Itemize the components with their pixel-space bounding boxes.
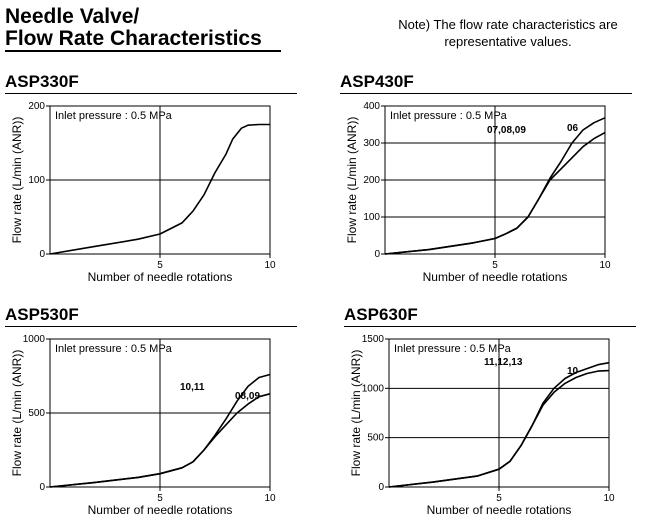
y-tick-label: 1500	[362, 334, 385, 345]
y-axis-label: Flow rate (L/min (ANR))	[345, 117, 359, 244]
series-label: 06	[567, 123, 579, 134]
y-axis-label: Flow rate (L/min (ANR))	[349, 350, 363, 477]
series-line	[49, 393, 271, 488]
inlet-pressure-annotation: Inlet pressure : 0.5 MPa	[390, 110, 508, 122]
panel-divider	[5, 93, 297, 94]
y-tick-label: 100	[28, 175, 45, 186]
x-tick-label: 10	[603, 493, 615, 504]
inlet-pressure-annotation: Inlet pressure : 0.5 MPa	[394, 343, 512, 355]
series-label: 10	[567, 366, 579, 377]
series-line	[49, 123, 270, 255]
y-tick-label: 200	[363, 175, 380, 186]
note-line-2: representative values.	[444, 34, 572, 49]
panel-divider	[344, 326, 636, 327]
x-axis-label: Number of needle rotations	[423, 270, 568, 284]
chart-asp630f: 0 500 1000 1500 5 10 Number of needle rotation…	[349, 334, 615, 517]
y-tick-label: 400	[363, 101, 380, 112]
panel-divider	[5, 326, 297, 327]
chart-title: ASP530F	[5, 305, 79, 324]
x-tick-label: 10	[264, 493, 276, 504]
y-tick-label: 300	[363, 138, 380, 149]
x-tick-label: 5	[496, 493, 502, 504]
chart-title: ASP430F	[340, 72, 414, 91]
y-tick-label: 1000	[23, 334, 46, 345]
x-tick-label: 5	[157, 493, 163, 504]
x-tick-label: 10	[264, 260, 276, 271]
panel-asp630f: ASP630F 0 500 1000 1500 5 10 Number of needle …	[344, 305, 644, 517]
series-label: 10,11	[180, 382, 205, 393]
y-tick-label: 0	[374, 249, 380, 260]
y-axis-label: Flow rate (L/min (ANR))	[10, 350, 24, 477]
note-line-1: Note) The flow rate characteristics are	[398, 17, 618, 32]
title-underline	[5, 50, 281, 52]
title-line-2: Flow Rate Characteristics	[5, 27, 262, 50]
panel-divider	[340, 93, 632, 94]
inlet-pressure-annotation: Inlet pressure : 0.5 MPa	[55, 110, 173, 122]
y-tick-label: 500	[367, 433, 384, 444]
y-tick-label: 0	[39, 482, 45, 493]
panel-asp330f: ASP330F 0 100 200 5 10 Number of needle rotat…	[5, 72, 305, 284]
x-axis-label: Number of needle rotations	[88, 270, 233, 284]
note-text: Note) The flow rate characteristics are …	[380, 16, 636, 50]
chart-asp530f: 0 500 1000 5 10 Number of needle rotations Flo…	[10, 334, 276, 517]
x-tick-label: 10	[599, 260, 611, 271]
x-tick-label: 5	[492, 260, 498, 271]
x-axis-label: Number of needle rotations	[88, 503, 233, 517]
title-line-1: Needle Valve/	[5, 5, 140, 28]
panel-asp430f: ASP430F 0 100 200 300 400 5 10 Number of needle…	[340, 72, 640, 284]
series-label: 08,09	[235, 391, 260, 402]
y-tick-label: 500	[28, 408, 45, 419]
chart-title: ASP630F	[344, 305, 418, 324]
series-line	[388, 369, 610, 488]
y-tick-label: 0	[39, 249, 45, 260]
series-label: 11,12,13	[484, 357, 523, 368]
y-tick-label: 200	[28, 101, 45, 112]
y-axis-label: Flow rate (L/min (ANR))	[10, 117, 24, 244]
x-tick-label: 5	[157, 260, 163, 271]
y-tick-label: 100	[363, 212, 380, 223]
chart-asp430f: 0 100 200 300 400 5 10 Number of needle rotatio…	[345, 101, 611, 284]
y-tick-label: 1000	[362, 383, 385, 394]
page-title: Needle Valve/ Flow Rate Characteristics	[5, 6, 262, 50]
inlet-pressure-annotation: Inlet pressure : 0.5 MPa	[55, 343, 173, 355]
series-label: 07,08,09	[487, 125, 526, 136]
y-tick-label: 0	[378, 482, 384, 493]
x-axis-label: Number of needle rotations	[427, 503, 572, 517]
chart-title: ASP330F	[5, 72, 79, 91]
chart-asp330f: 0 100 200 5 10 Number of needle rotations Flow…	[10, 101, 276, 284]
series-line	[384, 131, 606, 255]
panel-asp530f: ASP530F 0 500 1000 5 10 Number of needle rota…	[5, 305, 305, 517]
